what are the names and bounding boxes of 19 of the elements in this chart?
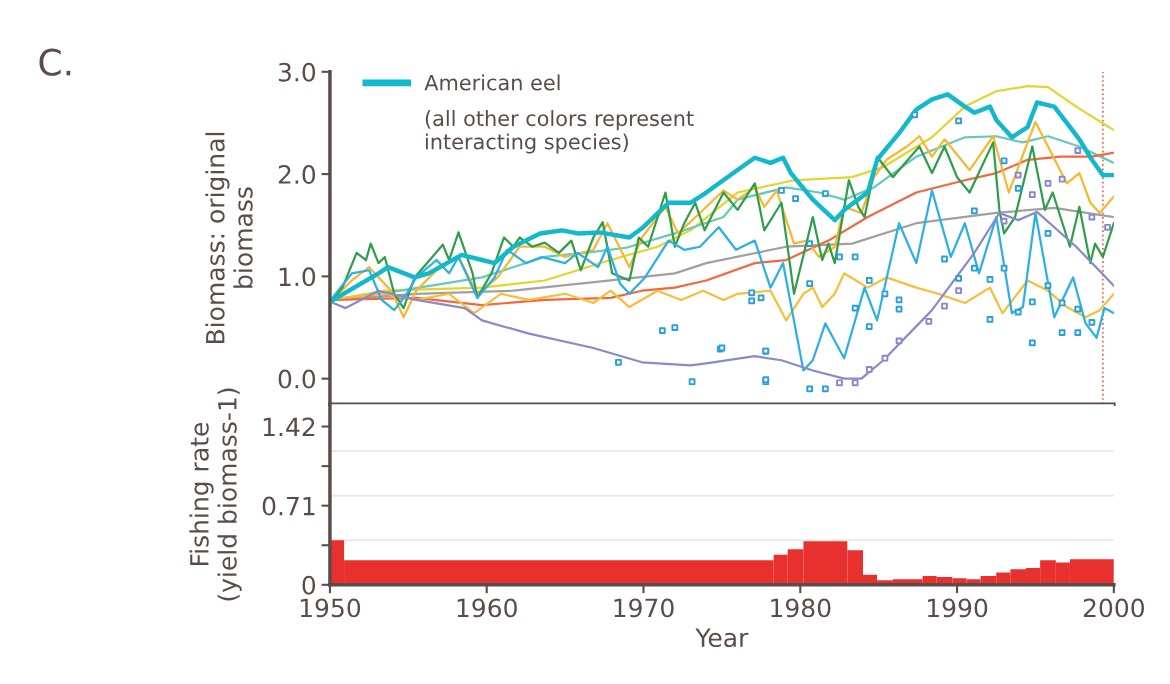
- y-tick-label: 0.71: [262, 496, 315, 516]
- x-tick-label: 1950: [300, 598, 361, 618]
- text: C.: [39, 48, 71, 76]
- annotation: (all other colors represent interacting species): [425, 110, 694, 154]
- y-tick-label: 3.0: [278, 62, 316, 82]
- y-tick-label: 1.0: [279, 267, 316, 287]
- y-tick-label: 0.0: [278, 369, 316, 389]
- x-tick-label: 1990: [927, 598, 988, 618]
- y-axis-title: Fishing rate (yield biomass-1): [189, 388, 242, 601]
- x-tick-label: 2000: [1083, 598, 1144, 618]
- y-tick-label: 1.42: [263, 417, 315, 437]
- x-tick-label: 1970: [614, 598, 674, 618]
- x-tick-label: 1980: [771, 598, 831, 618]
- x-axis-title: Year: [695, 628, 749, 648]
- y-axis-title: Biomass: original biomass: [205, 132, 253, 344]
- x-tick-label: 1960: [457, 598, 517, 618]
- y-tick-label: 0: [302, 575, 316, 595]
- y-tick-label: 2.0: [278, 165, 316, 184]
- legend-label: American eel: [424, 74, 560, 91]
